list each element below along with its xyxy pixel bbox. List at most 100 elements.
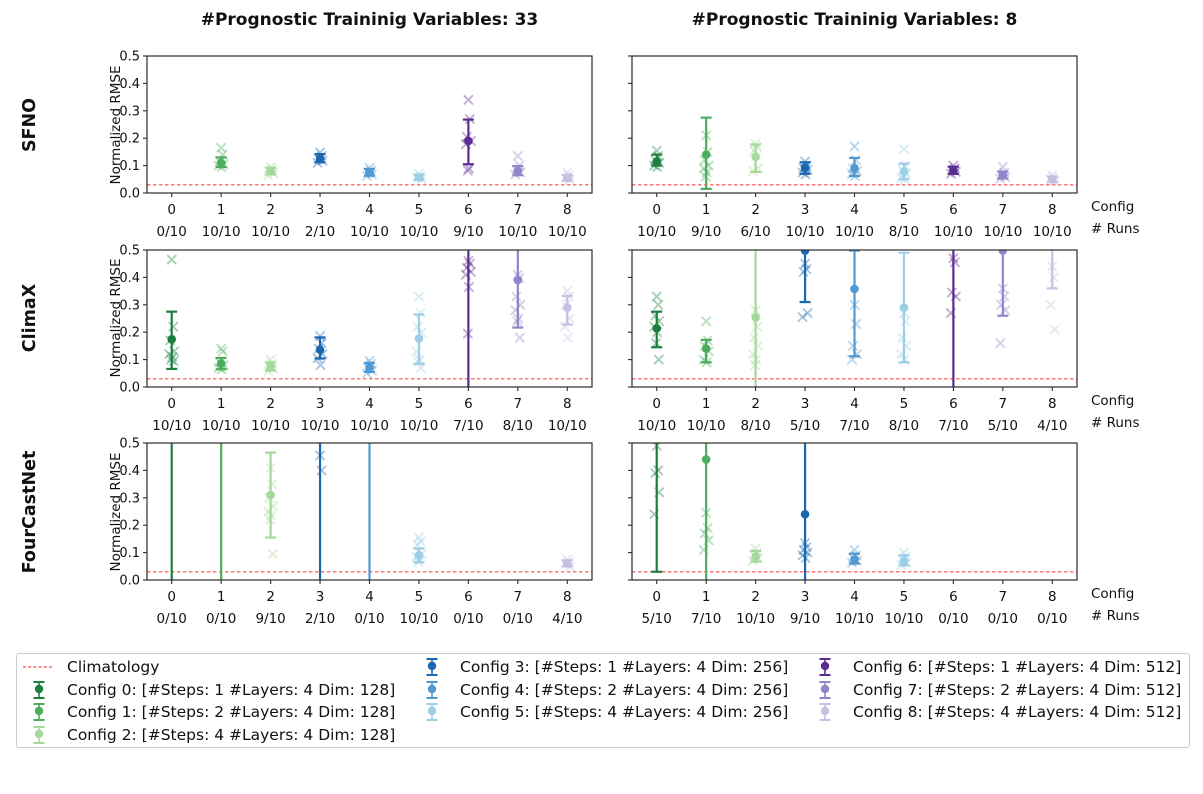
config-tick-label: 7 — [514, 589, 523, 605]
mean-marker-config-2 — [266, 362, 275, 371]
config-tick-label: 7 — [999, 396, 1008, 412]
mean-marker-config-1 — [701, 344, 711, 353]
runs-count-label: 10/10 — [835, 224, 874, 240]
legend-label: Config 5: [#Steps: 4 #Layers: 4 Dim: 256… — [460, 703, 789, 721]
scatter-x-config-2 — [267, 549, 278, 559]
mean-marker-config-5 — [899, 303, 909, 312]
runs-count-label: 9/10 — [691, 224, 721, 240]
runs-count-label: 9/10 — [453, 224, 483, 240]
config-tick-label: 4 — [850, 589, 859, 605]
scatter-x-config-8 — [564, 313, 575, 324]
scatter-x-config-0 — [168, 321, 179, 332]
scatter-x-config-0 — [651, 338, 662, 349]
scatter-x-config-0 — [166, 254, 177, 265]
ytick-label: 0.1 — [119, 159, 140, 174]
scatter-x-config-1 — [703, 160, 714, 171]
scatter-x-config-7 — [512, 316, 523, 327]
scatter-x-config-6 — [463, 94, 474, 105]
runs-count-label: 8/10 — [889, 224, 919, 240]
scatter-x-config-1 — [702, 335, 713, 346]
scatter-x-config-4 — [849, 544, 860, 555]
runs-count-label: 0/10 — [503, 611, 533, 627]
config-tick-label: 2 — [751, 396, 760, 412]
scatter-x-config-3 — [797, 550, 808, 561]
scatter-x-config-3 — [798, 266, 809, 277]
config-axis-label-row1: Config — [1091, 199, 1135, 215]
legend-item-config-6: Config 6: [#Steps: 1 #Layers: 4 Dim: 512… — [809, 656, 1181, 678]
runs-count-label: 10/10 — [301, 418, 340, 434]
config-tick-label: 1 — [217, 589, 226, 605]
scatter-x-config-0 — [649, 509, 660, 520]
mean-marker-config-5 — [899, 167, 909, 176]
runs-count-label: 7/10 — [691, 611, 721, 627]
scatter-x-config-7 — [515, 299, 526, 310]
scatter-x-config-4 — [364, 355, 375, 366]
config-tick-label: 1 — [702, 202, 711, 218]
scatter-x-config-0 — [167, 351, 178, 362]
scatter-x-config-3 — [802, 308, 813, 318]
scatter-x-config-5 — [413, 557, 424, 568]
scatter-x-config-0 — [651, 291, 662, 302]
scatter-x-config-7 — [510, 305, 521, 316]
scatter-x-config-5 — [415, 308, 426, 318]
scatter-x-config-6 — [946, 287, 957, 298]
scatter-x-config-0 — [169, 346, 180, 357]
scatter-x-config-0 — [654, 316, 665, 327]
runs-count-label: 6/10 — [740, 224, 770, 240]
runs-count-label: 10/10 — [983, 224, 1022, 240]
scatter-x-config-2 — [752, 142, 763, 152]
errorbar-marker-icon — [809, 701, 840, 723]
runs-count-label: 10/10 — [835, 611, 874, 627]
mean-marker-config-0 — [652, 157, 662, 166]
legend-label: Config 0: [#Steps: 1 #Layers: 4 Dim: 128… — [67, 681, 396, 699]
scatter-x-config-6 — [463, 256, 474, 266]
config-tick-label: 4 — [850, 202, 859, 218]
ytick-label: 0.4 — [119, 464, 140, 479]
config-tick-label: 4 — [365, 589, 374, 605]
scatter-x-config-4 — [851, 155, 861, 166]
legend-item-config-2: Config 2: [#Steps: 4 #Layers: 4 Dim: 128… — [23, 724, 395, 746]
config-tick-label: 6 — [464, 589, 473, 605]
mean-marker-config-7 — [513, 166, 523, 176]
scatter-x-config-0 — [654, 487, 665, 498]
legend-item-config-7: Config 7: [#Steps: 2 #Layers: 4 Dim: 512… — [809, 679, 1181, 701]
mean-marker-config-5 — [414, 334, 424, 343]
runs-count-label: 10/10 — [498, 224, 537, 240]
scatter-x-config-6 — [464, 258, 475, 269]
scatter-x-config-7 — [997, 283, 1008, 294]
config-tick-label: 5 — [900, 202, 909, 218]
runs-count-label: 8/10 — [740, 418, 770, 434]
runs-count-label: 10/10 — [786, 224, 825, 240]
scatter-x-config-5 — [412, 539, 423, 550]
scatter-x-config-8 — [562, 332, 573, 343]
runs-count-label: 7/10 — [453, 418, 483, 434]
scatter-x-config-3 — [797, 312, 808, 323]
column-title-8: #Prognostic Traininig Variables: 8 — [691, 10, 1018, 30]
scatter-x-config-7 — [512, 151, 523, 161]
runs-count-label: 10/10 — [736, 611, 775, 627]
config-tick-label: 5 — [900, 396, 909, 412]
scatter-x-config-2 — [753, 163, 764, 174]
scatter-x-config-5 — [900, 316, 911, 327]
config-tick-label: 8 — [563, 589, 572, 605]
scatter-x-config-2 — [265, 514, 276, 525]
mean-marker-config-5 — [899, 556, 909, 566]
config-tick-label: 0 — [167, 396, 176, 412]
scatter-x-config-7 — [995, 338, 1006, 349]
config-tick-label: 4 — [365, 396, 374, 412]
mean-marker-config-4 — [850, 284, 859, 294]
scatter-x-config-0 — [653, 354, 664, 365]
scatter-x-config-7 — [1000, 305, 1011, 316]
runs-count-label: 10/10 — [548, 418, 587, 434]
config-tick-label: 8 — [1048, 589, 1057, 605]
scatter-x-config-3 — [801, 542, 812, 553]
runs-count-label: 10/10 — [152, 418, 191, 434]
config-tick-label: 8 — [563, 202, 572, 218]
scatter-x-config-5 — [899, 174, 910, 185]
config-tick-label: 6 — [464, 396, 473, 412]
scatter-x-config-6 — [462, 328, 473, 339]
config-tick-label: 6 — [949, 589, 958, 605]
runs-axis-label-row3: # Runs — [1091, 608, 1140, 624]
legend-label: Config 1: [#Steps: 2 #Layers: 4 Dim: 128… — [67, 703, 396, 721]
scatter-x-config-6 — [460, 269, 471, 280]
